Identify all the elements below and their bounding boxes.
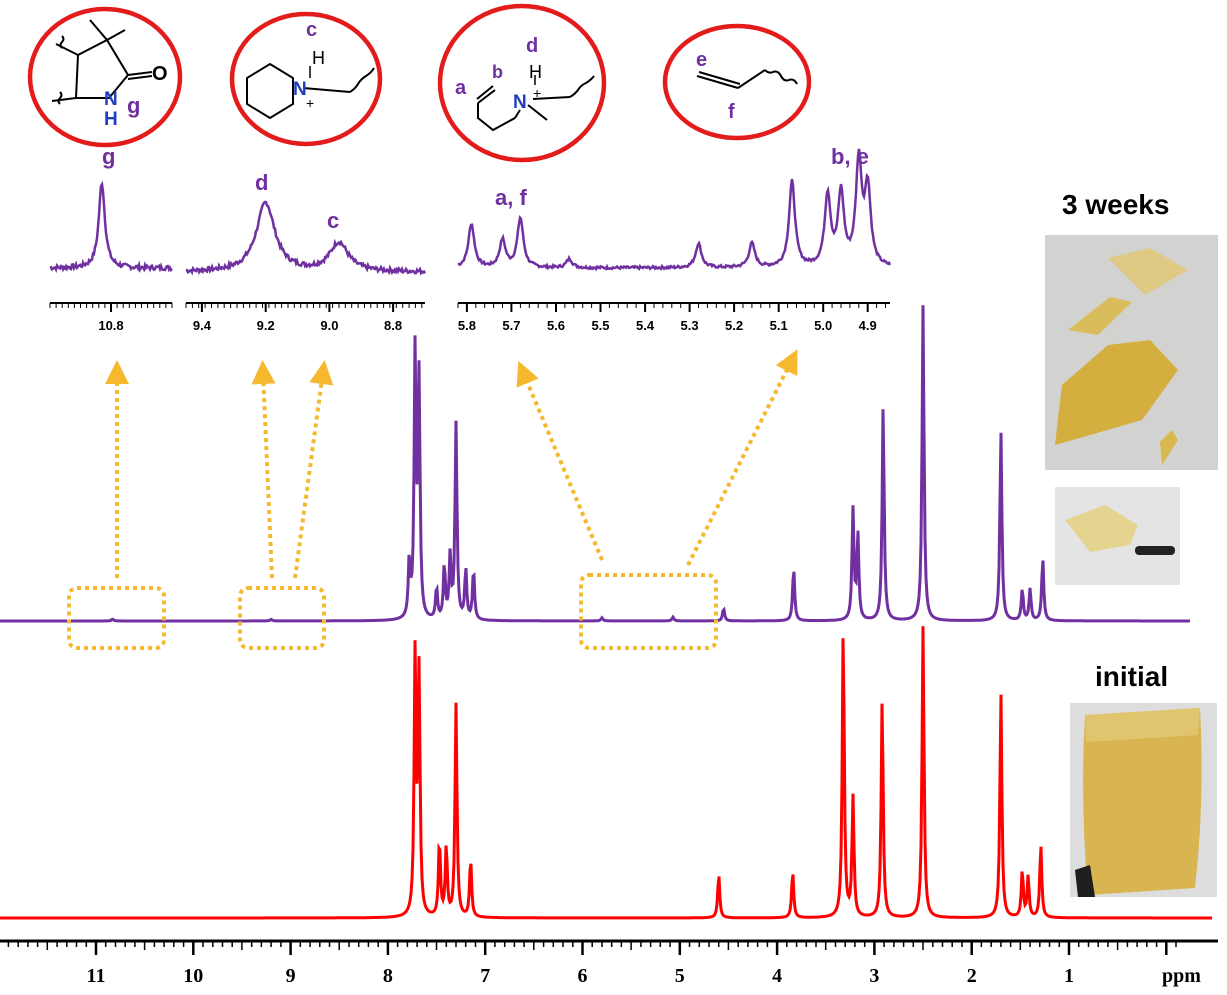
highlight-box-5-4 xyxy=(579,573,718,650)
x-tick-label: 4 xyxy=(772,965,782,987)
inset-tick-label: 9.2 xyxy=(257,318,275,333)
label-3-weeks: 3 weeks xyxy=(1062,189,1169,220)
peak-label-b-e: b, e xyxy=(831,144,869,169)
x-tick-label: 5 xyxy=(675,965,685,987)
label-initial: initial xyxy=(1095,661,1168,692)
arrow-5-1 xyxy=(686,349,798,566)
molecule-tag-a: a xyxy=(455,77,467,99)
arrow-5-8 xyxy=(516,360,604,561)
molecule-tag-g: g xyxy=(127,93,140,118)
atom-n: N xyxy=(104,89,118,110)
pyrrolidinone-structure xyxy=(51,19,153,105)
zoom-arrows xyxy=(105,349,798,579)
inset-tick-label: 10.8 xyxy=(98,318,123,333)
highlight-boxes xyxy=(67,573,718,650)
inset-spectrum-10-8 xyxy=(49,180,173,274)
x-tick-label: 2 xyxy=(967,965,977,987)
ppm-axis: 11 10 9 8 7 6 5 4 3 2 1 ppm xyxy=(0,939,1218,987)
molecule-tag-b: b xyxy=(492,62,503,82)
inset-tick-label: 4.9 xyxy=(859,318,877,333)
x-tick-label: 7 xyxy=(480,965,490,987)
inset-tick-label: 5.7 xyxy=(502,318,520,333)
main-spectra xyxy=(0,305,1212,920)
piperidinium-structure xyxy=(246,62,375,120)
x-tick-label: 11 xyxy=(87,965,106,987)
peak-label-a-f: a, f xyxy=(495,185,527,210)
molecule-circle xyxy=(662,23,812,141)
molecule-tag-c: c xyxy=(306,19,317,41)
molecule-4: e f xyxy=(662,23,812,141)
inset-tick-label: 5.6 xyxy=(547,318,565,333)
inset-tick-label: 9.0 xyxy=(320,318,338,333)
ppm-axis-label: ppm xyxy=(1162,965,1201,987)
spectrum-initial-line xyxy=(0,626,1212,920)
inset-tick-label: 5.4 xyxy=(636,318,655,333)
molecule-tag-e: e xyxy=(696,49,707,71)
photo-initial xyxy=(1070,703,1217,897)
x-tick-label: 8 xyxy=(383,965,393,987)
x-tick-label: 6 xyxy=(578,965,588,987)
allyl-structure xyxy=(696,69,798,89)
peak-label-d: d xyxy=(255,170,268,195)
atom-o: O xyxy=(152,63,168,85)
x-tick-label: 9 xyxy=(286,965,296,987)
arrow-9-0 xyxy=(293,360,334,579)
molecule-tag-f: f xyxy=(728,101,735,123)
x-tick-label: 10 xyxy=(183,965,203,987)
molecule-circle xyxy=(437,3,607,163)
molecule-1: O N H g xyxy=(27,6,183,148)
highlight-box-9 xyxy=(238,586,326,650)
atom-h: H xyxy=(529,62,542,82)
x-tick-label: 3 xyxy=(869,965,879,987)
atom-n: N xyxy=(513,92,527,113)
photo-3-weeks xyxy=(1045,235,1218,470)
molecule-2: c H N + xyxy=(229,11,383,147)
atom-h: H xyxy=(312,48,325,68)
inset-tick-label: 5.0 xyxy=(814,318,832,333)
molecule-tag-d: d xyxy=(526,35,538,57)
inset-tick-label: 5.8 xyxy=(458,318,476,333)
spectrum-3-weeks-line xyxy=(0,305,1190,623)
charge-plus: + xyxy=(533,85,541,101)
highlight-box-10-8 xyxy=(67,586,166,650)
charge-plus: + xyxy=(306,95,314,111)
allyl-ammonium-structure xyxy=(476,75,595,132)
inset-tick-label: 5.2 xyxy=(725,318,743,333)
inset-spectrum-9 xyxy=(185,200,427,276)
inset-spectrum-5 xyxy=(457,148,892,272)
atom-h: H xyxy=(104,109,118,130)
inset-tick-label: 8.8 xyxy=(384,318,402,333)
arrow-9-2 xyxy=(251,360,276,579)
peak-labels: g d c a, f b, e xyxy=(102,144,869,233)
molecule-circle xyxy=(27,6,183,148)
inset-spectra: 10.8 9.4 9.2 9.0 8.8 5.8 5.7 5.6 5.5 5.4 5.3 5.2 5.1… xyxy=(49,148,892,333)
inset-tick-label: 5.1 xyxy=(770,318,788,333)
inset-tick-label: 9.4 xyxy=(193,318,212,333)
peak-label-c: c xyxy=(327,208,339,233)
inset-tick-label: 5.5 xyxy=(591,318,609,333)
photo-3-weeks-tweezers xyxy=(1055,487,1180,585)
inset-tick-label: 5.3 xyxy=(681,318,699,333)
molecule-3: a b d H N + xyxy=(437,3,607,163)
atom-n: N xyxy=(293,79,307,100)
peak-label-g: g xyxy=(102,144,115,169)
x-tick-label: 1 xyxy=(1064,965,1074,987)
molecule-circle xyxy=(229,11,383,147)
